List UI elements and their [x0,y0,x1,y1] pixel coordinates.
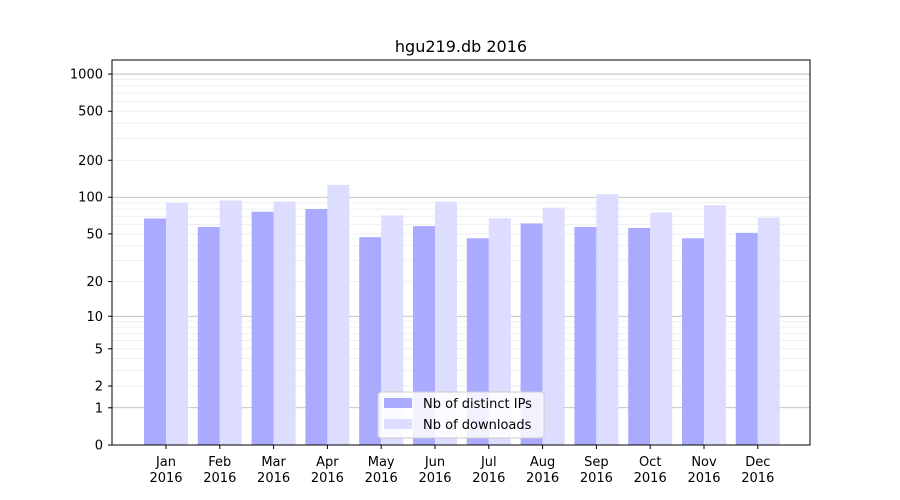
bar-distinct-ips [574,226,597,445]
y-tick-label: 1000 [70,68,103,83]
x-tick-label: May 2016 [365,455,398,486]
x-tick-label: Nov 2016 [687,455,720,486]
x-tick-label: Sep 2016 [580,455,613,486]
bar-downloads [381,215,404,445]
y-axis: 0 1 2 5 10 20 50 100 200 500 1000 [70,68,112,454]
x-tick-label: Mar 2016 [257,455,290,486]
y-tick-label: 500 [78,105,103,120]
legend: Nb of distinct IPs Nb of downloads [377,391,545,439]
bar-distinct-ips [735,232,758,445]
bar-downloads [273,201,296,445]
x-tick-label: Feb 2016 [203,455,236,486]
bar-downloads [488,218,511,445]
bar-downloads [650,212,673,445]
bar-distinct-ips [144,218,166,445]
y-tick-label: 0 [95,439,103,454]
x-tick-label: Dec 2016 [741,455,774,486]
x-axis: Jan 2016 Feb 2016 Mar 2016 Apr 2016 May 2016 Jun 20… [149,445,774,486]
y-tick-label: 10 [86,310,103,325]
bar-downloads [704,205,726,445]
bar-distinct-ips [520,223,543,445]
x-tick-label: Jul 2016 [472,455,505,486]
bar-downloads [435,201,457,445]
legend-label: Nb of distinct IPs [423,397,532,412]
bar-distinct-ips [413,226,435,445]
x-tick-label: Jun 2016 [418,455,451,486]
bar-downloads [219,200,242,445]
bar-downloads [596,194,619,445]
x-tick-label: Apr 2016 [311,455,344,486]
y-tick-label: 20 [86,275,103,290]
y-tick-label: 100 [78,191,103,206]
y-tick-label: 1 [95,401,103,416]
bar-distinct-ips [359,237,382,445]
x-tick-label: Oct 2016 [634,455,667,486]
legend-box [377,391,545,439]
bar-downloads [166,202,188,445]
chart-title: hgu219.db 2016 [395,37,527,56]
legend-swatch [384,419,412,429]
plot-frame [111,59,811,446]
bar-distinct-ips [628,227,651,445]
bar-downloads [757,217,780,445]
bar-distinct-ips [305,209,328,445]
bar-distinct-ips [682,238,704,445]
x-tick-label: Aug 2016 [526,455,559,486]
y-tick-label: 2 [95,380,103,395]
bar-distinct-ips [197,226,220,445]
bar-downloads [542,207,565,445]
bar-distinct-ips [251,211,274,445]
y-tick-label: 50 [86,227,103,242]
legend-label: Nb of downloads [423,418,532,433]
legend-swatch [384,398,412,408]
x-tick-label: Jan 2016 [149,455,182,486]
y-tick-label: 5 [95,342,103,357]
y-tick-label: 200 [78,154,103,169]
bar-downloads [327,184,350,445]
bars [144,184,780,445]
